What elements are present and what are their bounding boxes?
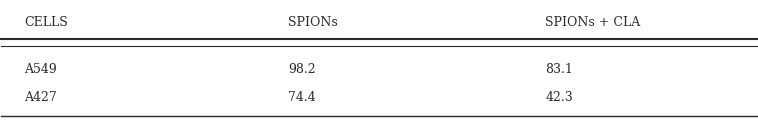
Text: A549: A549	[24, 63, 57, 76]
Text: 83.1: 83.1	[545, 63, 573, 76]
Text: CELLS: CELLS	[24, 16, 67, 29]
Text: 98.2: 98.2	[288, 63, 316, 76]
Text: A427: A427	[24, 91, 57, 104]
Text: 74.4: 74.4	[288, 91, 316, 104]
Text: SPIONs + CLA: SPIONs + CLA	[545, 16, 641, 29]
Text: 42.3: 42.3	[545, 91, 573, 104]
Text: SPIONs: SPIONs	[288, 16, 338, 29]
